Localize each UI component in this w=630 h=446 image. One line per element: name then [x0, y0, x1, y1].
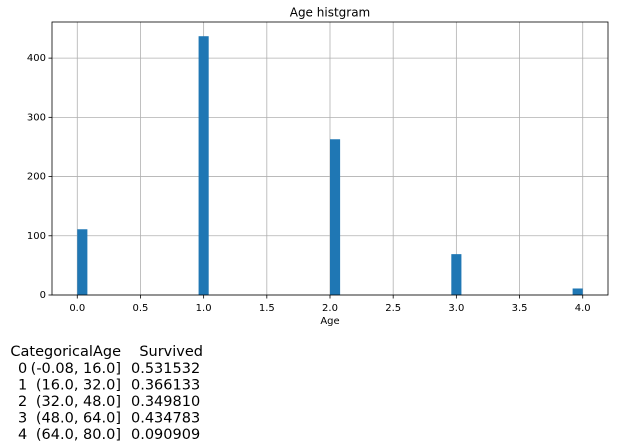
y-tick-label: 100 [27, 231, 46, 242]
survived-rate: 0.090909 [131, 427, 200, 443]
x-tick-label: 1.5 [259, 303, 275, 314]
y-tick-label: 200 [27, 172, 46, 183]
bar [198, 36, 209, 295]
survived-rate: 0.366133 [131, 378, 200, 394]
x-tick-label: 1.0 [196, 303, 212, 314]
bar [451, 254, 462, 295]
age-interval: (48.0, 64.0] [36, 411, 121, 427]
x-tick-label: 3.5 [512, 303, 528, 314]
x-tick-label: 3.0 [448, 303, 464, 314]
row-index: 3 [18, 411, 27, 427]
x-tick-label: 0.0 [69, 303, 85, 314]
x-tick-label: 4.0 [575, 303, 591, 314]
row-index: 4 [18, 427, 27, 443]
age-interval: (32.0, 48.0] [36, 394, 121, 410]
bar [572, 288, 583, 295]
y-tick-label: 400 [27, 53, 46, 64]
survived-rate: 0.349810 [131, 394, 200, 410]
age-interval: (-0.08, 16.0] [31, 361, 121, 377]
x-axis-label: Age [320, 316, 339, 327]
chart-title: Age histgram [290, 6, 371, 20]
x-tick-label: 2.0 [322, 303, 338, 314]
survived-rate: 0.531532 [131, 361, 200, 377]
row-index: 0 [18, 361, 27, 377]
x-tick-label: 2.5 [385, 303, 401, 314]
plot-frame [51, 21, 609, 296]
bar [330, 139, 341, 295]
age-interval: (64.0, 80.0] [36, 427, 121, 443]
bar [77, 229, 88, 295]
y-tick-label: 300 [27, 112, 46, 123]
y-tick-label: 0 [40, 290, 46, 301]
table-header: Survived [139, 344, 203, 360]
table-header: CategoricalAge [10, 344, 121, 360]
survived-rate: 0.434783 [131, 411, 200, 427]
row-index: 2 [18, 394, 27, 410]
x-tick-label: 0.5 [133, 303, 149, 314]
age-interval: (16.0, 32.0] [36, 378, 121, 394]
row-index: 1 [18, 378, 27, 394]
